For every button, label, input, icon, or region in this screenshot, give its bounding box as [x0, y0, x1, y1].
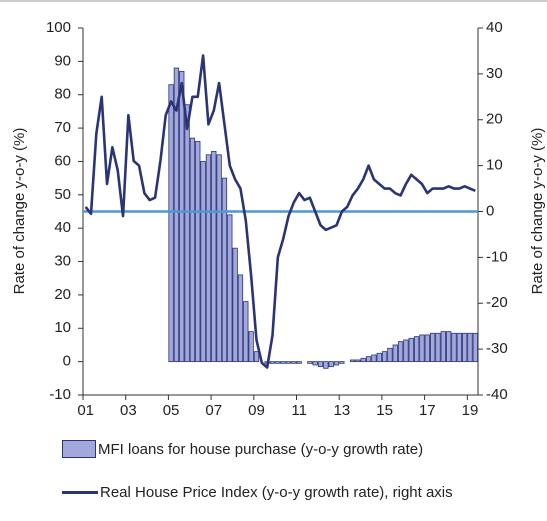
bar — [173, 67, 180, 363]
y-tick-label: 50 — [54, 186, 71, 203]
bar — [408, 337, 414, 363]
bar — [291, 361, 297, 364]
bar — [189, 137, 196, 363]
bar — [462, 332, 468, 363]
bar — [232, 247, 238, 363]
x-tick-label: 07 — [205, 402, 222, 419]
bar — [168, 84, 174, 363]
bar — [280, 361, 286, 364]
bar — [445, 331, 452, 363]
bar — [195, 141, 201, 363]
bar — [269, 361, 276, 364]
bar — [365, 356, 372, 363]
bar — [371, 354, 377, 363]
bar — [339, 361, 345, 364]
x-tick-label: 01 — [77, 402, 94, 419]
bar — [387, 347, 393, 363]
x-tick-label: 05 — [163, 402, 180, 419]
bar — [227, 214, 233, 363]
y-tick-label: 100 — [46, 19, 71, 36]
y2-tick-label: 40 — [486, 19, 503, 36]
bar — [349, 359, 356, 363]
bar — [221, 177, 228, 363]
legend-label: MFI loans for house purchase (y-o-y grow… — [98, 441, 424, 458]
bar — [376, 352, 382, 363]
x-tick-label: 11 — [291, 402, 307, 419]
bar — [381, 351, 388, 363]
bar — [429, 332, 436, 363]
bar — [451, 332, 457, 363]
bar — [323, 361, 329, 369]
bar — [328, 361, 334, 368]
bar — [243, 301, 249, 363]
x-tick-label: 17 — [419, 402, 436, 419]
y-tick-label: 60 — [54, 152, 71, 169]
y2-tick-label: -20 — [486, 294, 508, 311]
bar — [312, 361, 318, 366]
y-tick-label: 40 — [54, 219, 71, 236]
bar — [467, 332, 473, 363]
y-tick-label: 0 — [63, 353, 71, 370]
bar — [184, 104, 190, 363]
y2-tick-label: 10 — [486, 157, 503, 174]
y-tick-label: 80 — [54, 86, 71, 103]
bar — [360, 357, 366, 363]
legend-swatch-bar — [62, 440, 96, 458]
line — [84, 54, 476, 369]
bar — [456, 332, 462, 363]
bar — [307, 361, 313, 364]
bar — [403, 339, 409, 363]
bar — [440, 331, 446, 363]
bar — [275, 361, 281, 364]
y2-tick-label: -10 — [486, 248, 508, 265]
bar — [211, 151, 217, 363]
y-tick-label: 70 — [54, 119, 71, 136]
y2-tick-label: 20 — [486, 111, 503, 128]
bar — [397, 341, 404, 363]
bar — [248, 331, 254, 363]
y-tick-label: 10 — [54, 319, 71, 336]
bar — [424, 334, 430, 363]
bar — [355, 359, 361, 363]
bar — [419, 334, 425, 363]
y-tick-label: 30 — [54, 253, 71, 270]
bar — [216, 154, 222, 363]
y-tick-label: 90 — [54, 52, 71, 69]
y2-tick-label: -30 — [486, 340, 508, 357]
bar — [205, 154, 212, 363]
y2-tick-label: 30 — [486, 65, 503, 82]
bar — [317, 361, 324, 368]
y2-tick-label: 0 — [486, 202, 494, 219]
bar — [472, 332, 478, 363]
bar — [333, 361, 340, 366]
y2-axis-label: Rate of change y-o-y (%) — [529, 128, 546, 295]
bar — [413, 336, 420, 363]
bar — [253, 351, 260, 363]
legend-label: Real House Price Index (y-o-y growth rat… — [100, 484, 453, 501]
y2-tick-label: -40 — [486, 386, 508, 403]
bar — [435, 332, 441, 363]
x-tick-label: 19 — [462, 402, 479, 419]
bar — [285, 361, 292, 364]
bar — [179, 70, 185, 363]
bar — [237, 274, 244, 363]
bar — [296, 361, 302, 364]
y-axis-label: Rate of change y-o-y (%) — [11, 128, 28, 295]
x-tick-label: 09 — [248, 402, 265, 419]
y-tick-label: -10 — [49, 386, 71, 403]
x-tick-label: 15 — [376, 402, 393, 419]
y-tick-label: 20 — [54, 286, 71, 303]
bar — [392, 344, 398, 363]
x-tick-label: 13 — [334, 402, 351, 419]
legend-swatch-line — [62, 491, 98, 494]
bar — [200, 161, 206, 363]
x-tick-label: 03 — [120, 402, 137, 419]
